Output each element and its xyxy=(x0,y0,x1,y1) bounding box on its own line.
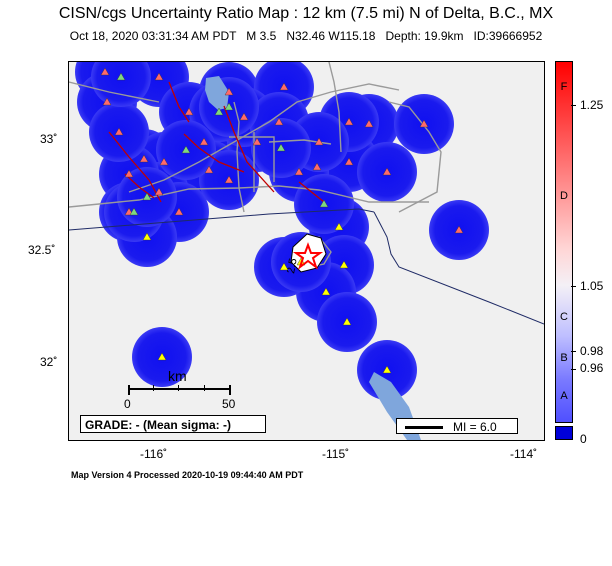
station-marker-yellow xyxy=(279,262,289,271)
station-marker-red xyxy=(102,97,112,106)
map-canvas: 2.5 xyxy=(69,62,544,440)
colorbar-value-0-98: 0.98 xyxy=(580,344,604,358)
station-marker-red xyxy=(364,119,374,128)
cbar-tick xyxy=(571,351,576,352)
station-marker-red xyxy=(344,117,354,126)
colorbar-letter-b: B xyxy=(560,352,568,364)
station-marker-yellow xyxy=(142,232,152,241)
cbar-tick xyxy=(571,369,576,370)
station-marker-red xyxy=(382,167,392,176)
salton-sea xyxy=(205,76,229,110)
station-marker-red xyxy=(344,157,354,166)
station-marker-red xyxy=(184,107,194,116)
colorbar-value-1-05: 1.05 xyxy=(580,279,604,293)
borders xyxy=(69,208,544,325)
station-markers xyxy=(100,67,464,374)
station-marker-red xyxy=(294,167,304,176)
station-marker-red xyxy=(224,87,234,96)
mi-legend-label: MI = 6.0 xyxy=(453,420,497,434)
lon-tick-114: -114˚ xyxy=(510,447,538,461)
uncertainty-map: 2.5 xyxy=(68,61,545,441)
lon-tick-116: -116˚ xyxy=(140,447,168,461)
station-marker-red xyxy=(159,157,169,166)
scale-end: 50 xyxy=(222,397,236,411)
colorbar-value-0: 0 xyxy=(580,432,587,446)
station-marker-yellow xyxy=(334,222,344,231)
colorbar-letter-d: D xyxy=(560,190,568,202)
station-marker-red xyxy=(124,169,134,178)
colorbar-letter-a: A xyxy=(560,390,568,402)
station-marker-red xyxy=(154,72,164,81)
station-marker-yellow xyxy=(342,317,352,326)
colorbar xyxy=(555,61,573,423)
event-info: Oct 18, 2020 03:31:34 AM PDT M 3.5 N32.4… xyxy=(69,29,543,43)
map-title: CISN/cgs Uncertainty Ratio Map : 12 km (… xyxy=(58,5,554,22)
scale-start: 0 xyxy=(124,397,131,411)
station-marker-green xyxy=(129,207,139,216)
mi-legend: MI = 6.0 xyxy=(396,418,518,434)
station-marker-green xyxy=(276,143,286,152)
lat-tick-32-5: 32.5˚ xyxy=(28,243,56,257)
lat-tick-33: 33˚ xyxy=(40,132,58,146)
station-marker-red xyxy=(174,207,184,216)
station-marker-red xyxy=(279,82,289,91)
station-marker-green xyxy=(116,72,126,81)
colorbar-value-0-96: 0.96 xyxy=(580,361,604,375)
colorbar-letter-f: F xyxy=(560,81,568,93)
cbar-tick xyxy=(571,105,576,106)
station-marker-green xyxy=(319,199,329,208)
station-marker-red xyxy=(114,127,124,136)
station-marker-red xyxy=(239,112,249,121)
station-marker-green xyxy=(214,107,224,116)
station-marker-red xyxy=(224,175,234,184)
station-marker-red xyxy=(100,67,110,76)
epicenter-star xyxy=(292,242,324,270)
station-marker-red xyxy=(154,187,164,196)
station-marker-yellow xyxy=(321,287,331,296)
colorbar-letter-c: C xyxy=(560,311,568,323)
scale-bar xyxy=(128,385,231,395)
station-marker-yellow xyxy=(339,260,349,269)
station-marker-yellow xyxy=(157,352,167,361)
station-marker-red xyxy=(252,137,262,146)
grade-legend: GRADE: - (Mean sigma: -) xyxy=(80,415,266,433)
station-marker-green xyxy=(181,145,191,154)
mi-bar-symbol xyxy=(405,426,443,429)
station-marker-red xyxy=(139,154,149,163)
station-marker-red xyxy=(419,119,429,128)
station-marker-green xyxy=(142,192,152,201)
station-marker-red xyxy=(274,117,284,126)
station-marker-red xyxy=(199,137,209,146)
station-marker-red xyxy=(314,137,324,146)
colorbar-zero-swatch xyxy=(555,426,573,440)
station-marker-red xyxy=(454,225,464,234)
colorbar-value-1-25: 1.25 xyxy=(580,98,604,112)
station-marker-red xyxy=(312,162,322,171)
cbar-tick xyxy=(571,286,576,287)
contour-label: 2.5 xyxy=(285,257,299,274)
lat-tick-32: 32˚ xyxy=(40,355,58,369)
station-marker-green xyxy=(224,102,234,111)
faults xyxy=(108,81,325,203)
station-marker-yellow xyxy=(382,365,392,374)
lon-tick-115: -115˚ xyxy=(322,447,350,461)
processing-footer: Map Version 4 Processed 2020-10-19 09:44… xyxy=(71,470,304,480)
scale-unit: km xyxy=(168,368,187,384)
station-marker-red xyxy=(204,165,214,174)
